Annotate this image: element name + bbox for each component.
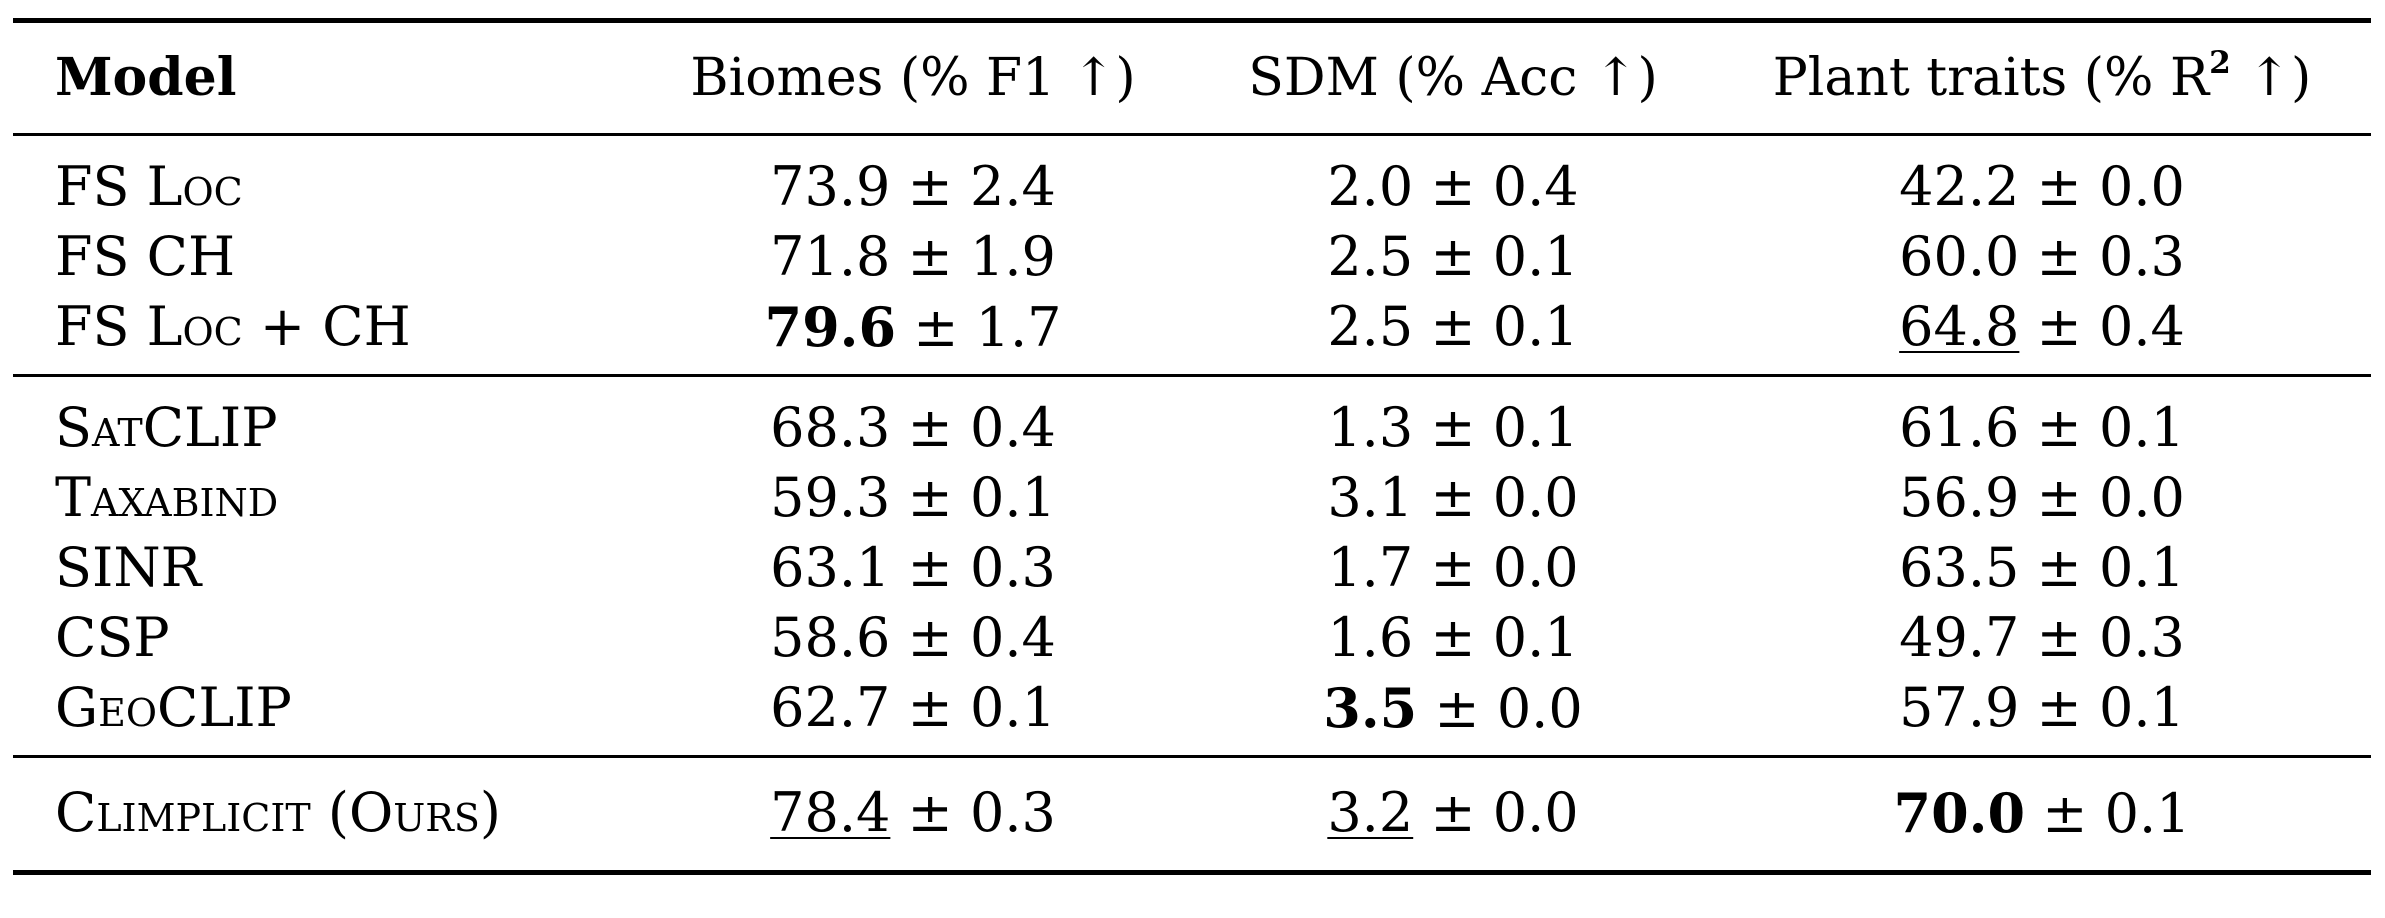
model-name-suffix: Loc [146,155,243,218]
bottom-rule [13,870,2371,875]
model-name: GeoCLIP [55,676,292,739]
biomes-cell: 59.3 ± 0.1 [770,466,1056,529]
table-row: CSP 58.6 ± 0.4 1.6 ± 0.1 49.7 ± 0.3 [13,603,2371,673]
table-row: Taxabind 59.3 ± 0.1 3.1 ± 0.0 56.9 ± 0.0 [13,463,2371,533]
table-row: GeoCLIP 62.7 ± 0.1 3.5 ± 0.0 57.9 ± 0.1 [13,673,2371,743]
model-name: Climplicit (Ours) [55,781,501,844]
model-name: FS Loc + CH [55,295,411,358]
top-rule [13,18,2371,23]
sdm-cell: 1.7 ± 0.0 [1327,536,1579,599]
traits-cell: 60.0 ± 0.3 [1899,225,2185,288]
sdm-cell: 3.2 ± 0.0 [1327,781,1579,844]
table-row: FS Loc 73.9 ± 2.4 2.0 ± 0.4 42.2 ± 0.0 [13,152,2371,222]
mid-rule-3 [13,755,2371,758]
sdm-cell: 3.5 ± 0.0 [1323,675,1583,740]
group-from-scratch: FS Loc 73.9 ± 2.4 2.0 ± 0.4 42.2 ± 0.0 F… [13,136,2371,374]
model-name: SINR [55,536,202,599]
traits-cell: 70.0 ± 0.1 [1893,780,2191,845]
mid-rule-1 [13,133,2371,136]
traits-cell: 63.5 ± 0.1 [1899,536,2185,599]
traits-cell: 64.8 ± 0.4 [1899,295,2185,358]
table-row: Climplicit (Ours) 78.4 ± 0.3 3.2 ± 0.0 7… [13,778,2371,848]
header-model: Model [55,47,237,108]
model-name: Taxabind [55,466,279,529]
sdm-cell: 3.1 ± 0.0 [1327,466,1579,529]
header-row: Model Biomes (% F1 ↑) SDM (% Acc ↑) Plan… [13,23,2371,133]
biomes-cell: 79.6 ± 1.7 [764,294,1062,359]
header-plant-traits: Plant traits (% R2 ↑) [1713,48,2371,104]
table-row: SINR 63.1 ± 0.3 1.7 ± 0.0 63.5 ± 0.1 [13,533,2371,603]
traits-cell: 42.2 ± 0.0 [1899,155,2185,218]
model-name: CSP [55,606,170,669]
biomes-cell: 78.4 ± 0.3 [770,781,1056,844]
model-name: SatCLIP [55,396,278,459]
header-biomes: Biomes (% F1 ↑) [690,48,1136,108]
biomes-cell: 63.1 ± 0.3 [770,536,1056,599]
header-sdm: SDM (% Acc ↑) [1248,48,1658,108]
sdm-cell: 2.5 ± 0.1 [1327,295,1579,358]
model-name: FS CH [55,225,236,288]
biomes-cell: 73.9 ± 2.4 [770,155,1056,218]
header-plant-traits-prefix: Plant traits (% R [1772,48,2210,108]
biomes-cell: 71.8 ± 1.9 [770,225,1056,288]
biomes-cell: 68.3 ± 0.4 [770,396,1056,459]
traits-cell: 61.6 ± 0.1 [1899,396,2185,459]
traits-cell: 49.7 ± 0.3 [1899,606,2185,669]
header-plant-traits-suffix: ↑) [2230,48,2312,108]
sdm-cell: 2.5 ± 0.1 [1327,225,1579,288]
header-plant-traits-sup: 2 [2209,45,2231,82]
results-table: Model Biomes (% F1 ↑) SDM (% Acc ↑) Plan… [13,18,2371,875]
traits-cell: 57.9 ± 0.1 [1899,676,2185,739]
biomes-cell: 58.6 ± 0.4 [770,606,1056,669]
sdm-cell: 2.0 ± 0.4 [1327,155,1579,218]
model-name: FS Loc [55,155,243,218]
table-row: FS Loc + CH 79.6 ± 1.7 2.5 ± 0.1 64.8 ± … [13,292,2371,362]
traits-cell: 56.9 ± 0.0 [1899,466,2185,529]
table-row: SatCLIP 68.3 ± 0.4 1.3 ± 0.1 61.6 ± 0.1 [13,393,2371,463]
mid-rule-2 [13,374,2371,377]
sdm-cell: 1.3 ± 0.1 [1327,396,1579,459]
table-row: FS CH 71.8 ± 1.9 2.5 ± 0.1 60.0 ± 0.3 [13,222,2371,292]
sdm-cell: 1.6 ± 0.1 [1327,606,1579,669]
group-ours: Climplicit (Ours) 78.4 ± 0.3 3.2 ± 0.0 7… [13,758,2371,870]
group-pretrained: SatCLIP 68.3 ± 0.4 1.3 ± 0.1 61.6 ± 0.1 … [13,377,2371,755]
biomes-cell: 62.7 ± 0.1 [770,676,1056,739]
